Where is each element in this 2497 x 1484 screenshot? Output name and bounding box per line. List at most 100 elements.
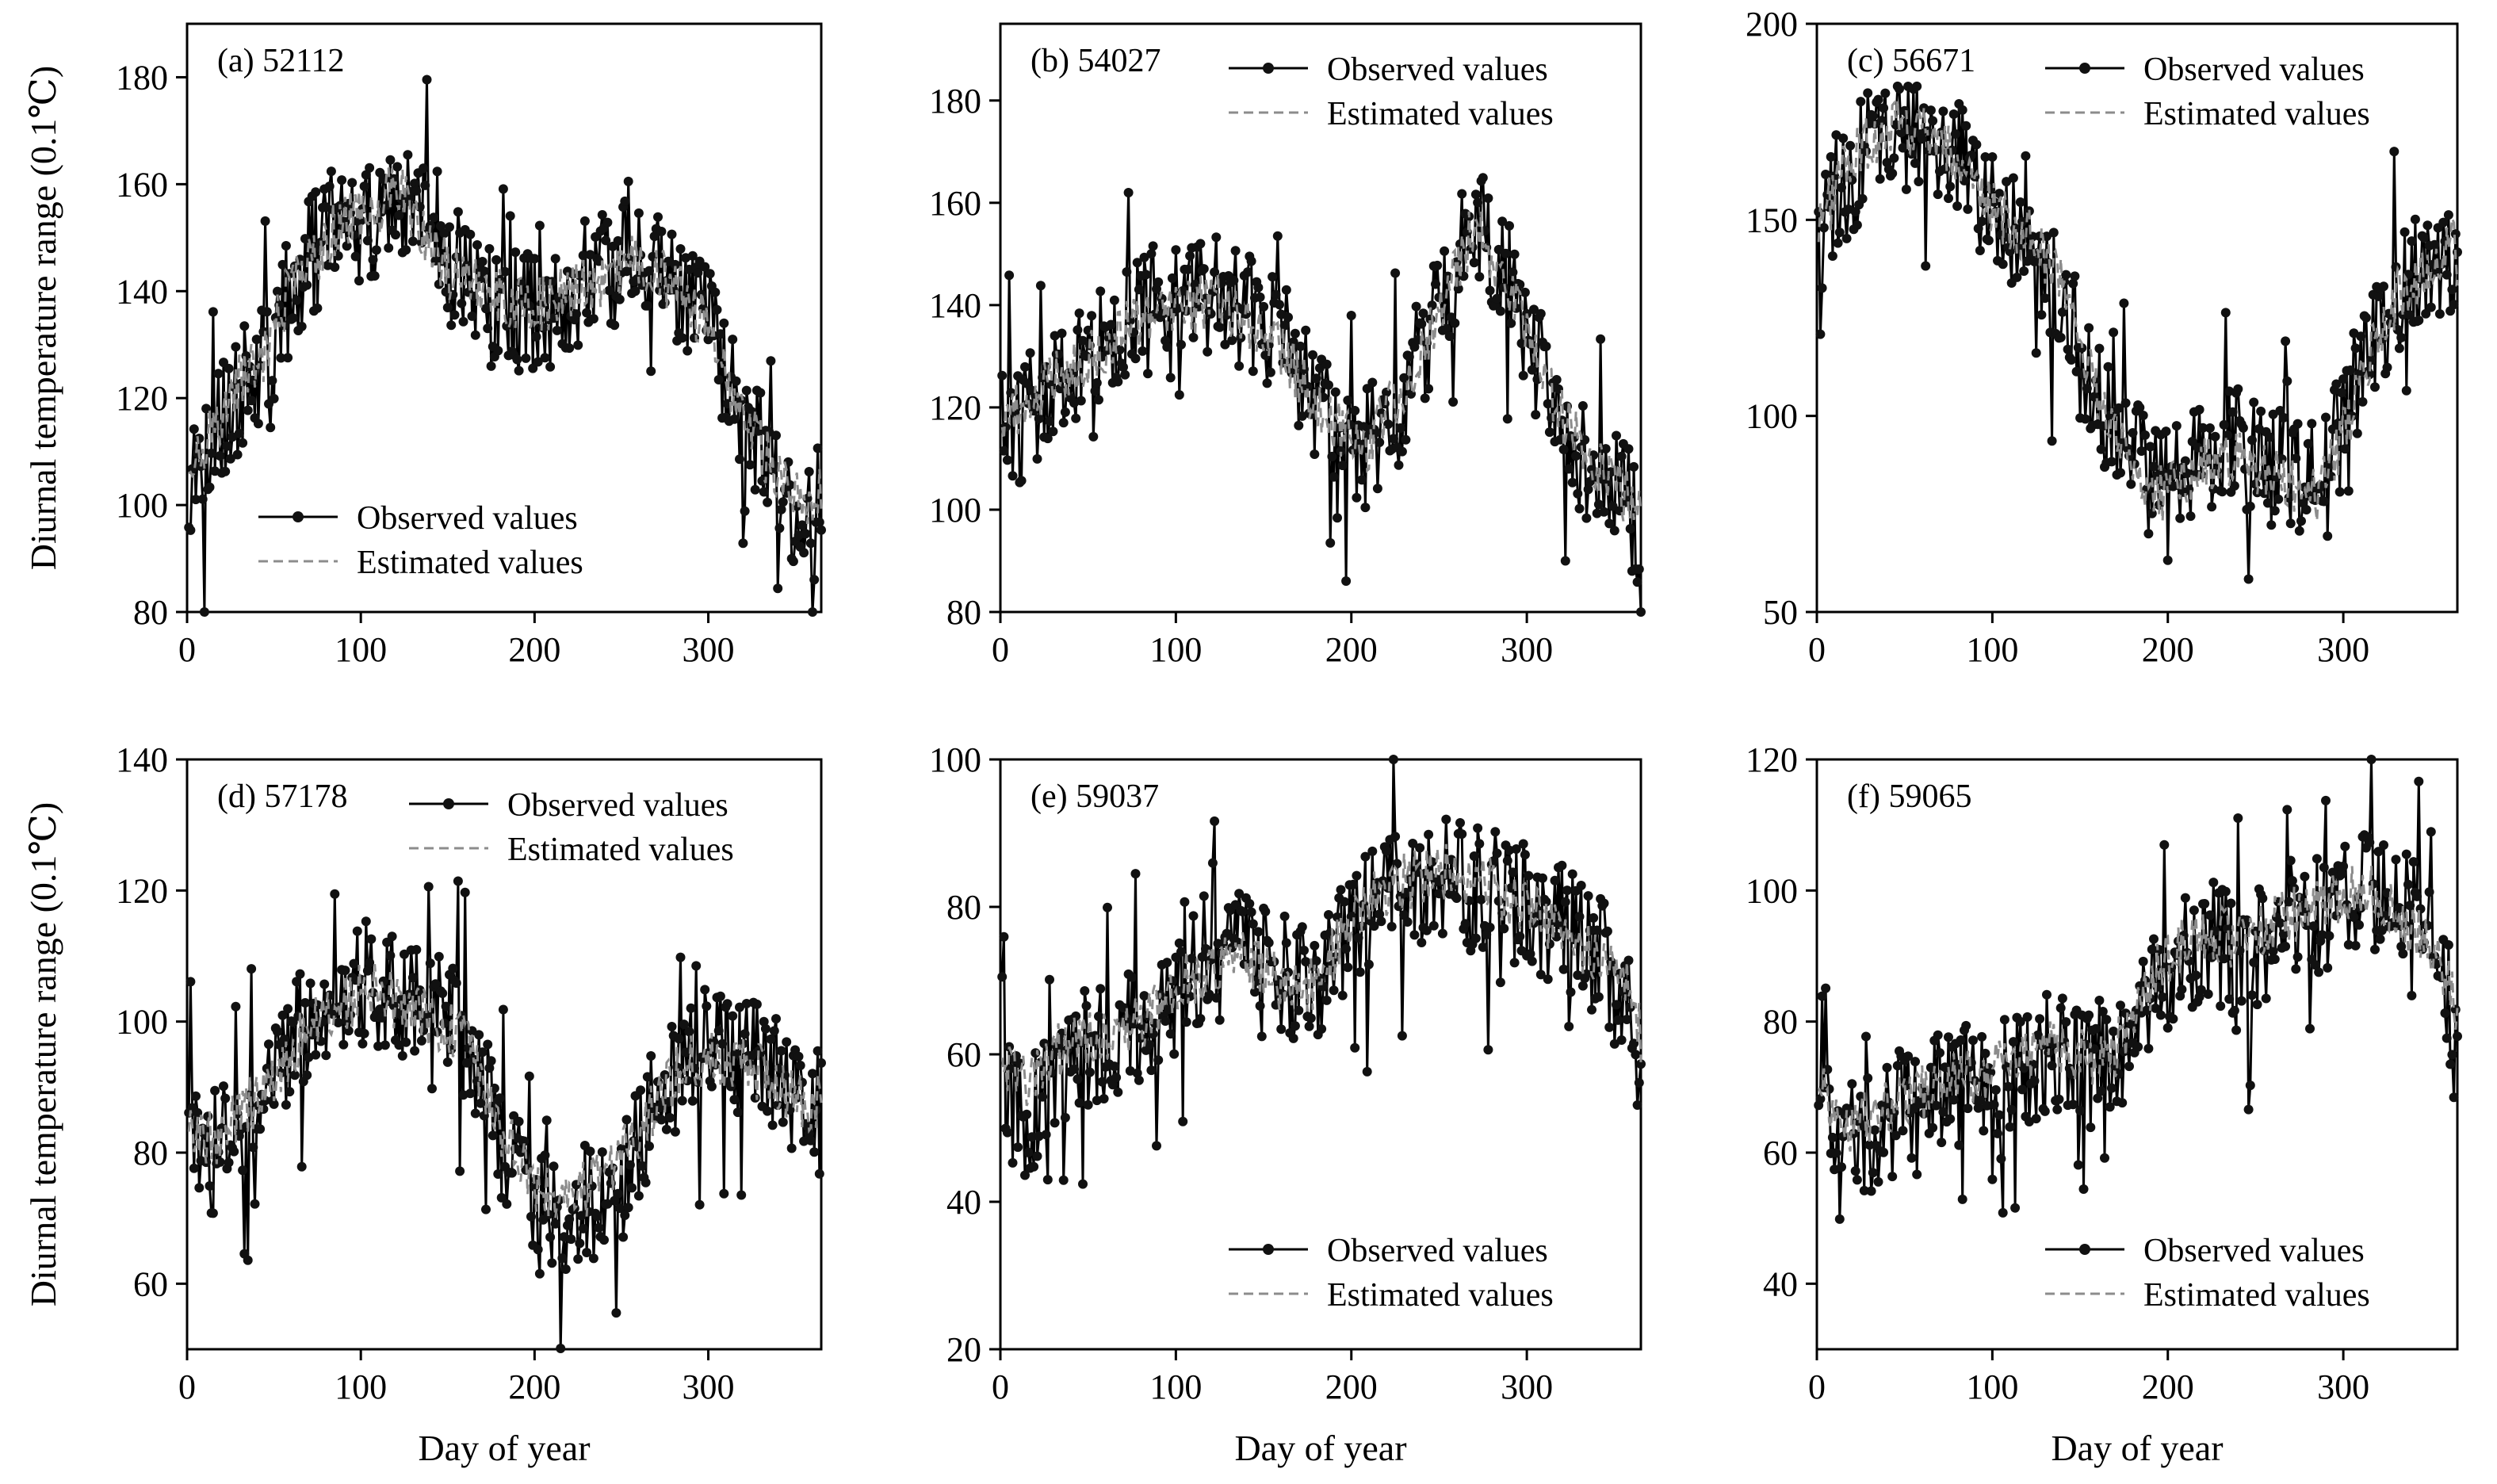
- x-tick-label: 200: [2142, 630, 2194, 669]
- observed-point: [1573, 488, 1583, 499]
- observed-point: [2331, 911, 2342, 920]
- observed-point: [801, 529, 811, 539]
- observed-point: [805, 1135, 816, 1146]
- observed-point: [243, 405, 253, 415]
- observed-point: [2284, 897, 2294, 907]
- observed-point: [534, 1268, 545, 1279]
- observed-point: [1957, 1194, 1967, 1204]
- observed-point: [1538, 873, 1547, 883]
- observed-point: [809, 575, 820, 585]
- observed-point: [1876, 116, 1887, 126]
- observed-point: [2249, 397, 2259, 407]
- observed-point: [445, 222, 454, 232]
- observed-point: [281, 1100, 291, 1110]
- observed-point: [1038, 1092, 1048, 1102]
- observed-point: [1956, 1035, 1966, 1045]
- observed-point: [2303, 438, 2313, 449]
- y-tick-label: 120: [929, 388, 981, 427]
- observed-point: [1870, 1125, 1880, 1135]
- observed-point: [2017, 1084, 2027, 1095]
- observed-point: [2096, 1086, 2106, 1096]
- observed-point: [693, 268, 703, 278]
- observed-point: [2392, 324, 2403, 335]
- observed-point: [1227, 335, 1237, 346]
- observed-point: [808, 1069, 817, 1079]
- observed-point: [2419, 233, 2429, 243]
- observed-point: [621, 1115, 632, 1125]
- observed-point: [422, 75, 432, 85]
- observed-point: [1367, 846, 1378, 856]
- observed-point: [484, 1063, 495, 1073]
- observed-point: [1622, 1015, 1632, 1024]
- observed-point: [448, 963, 458, 973]
- observed-point: [2334, 487, 2345, 497]
- observed-point: [710, 287, 721, 297]
- observed-point: [2422, 920, 2433, 931]
- observed-point: [1271, 289, 1281, 300]
- y-tick-label: 120: [116, 379, 168, 418]
- observed-point: [1937, 1138, 1947, 1148]
- observed-point: [2057, 307, 2067, 317]
- observed-point: [771, 1014, 781, 1024]
- observed-point: [1071, 1011, 1081, 1021]
- observed-point: [1945, 1114, 1956, 1124]
- observed-point: [401, 245, 411, 255]
- observed-point: [2185, 511, 2196, 522]
- observed-point: [453, 876, 463, 886]
- observed-point: [1308, 350, 1317, 360]
- observed-point: [1197, 952, 1207, 962]
- observed-point: [1134, 1075, 1144, 1085]
- observed-point: [582, 308, 592, 318]
- observed-point: [1982, 1100, 1992, 1111]
- observed-point: [2015, 1016, 2025, 1027]
- observed-point: [747, 1050, 757, 1061]
- observed-point: [1394, 460, 1404, 470]
- observed-point: [2292, 952, 2303, 962]
- observed-point: [1625, 524, 1635, 534]
- observed-point: [1145, 1040, 1155, 1050]
- observed-point: [1002, 455, 1012, 465]
- observed-point: [1074, 1098, 1084, 1108]
- observed-point: [1933, 189, 1943, 200]
- observed-point: [2180, 893, 2190, 903]
- observed-point: [2305, 1023, 2315, 1034]
- observed-point: [1993, 1128, 2002, 1138]
- observed-point: [1968, 1035, 1978, 1046]
- observed-point: [1343, 396, 1353, 405]
- observed-point: [2291, 964, 2301, 974]
- observed-point: [1914, 177, 1924, 186]
- observed-point: [295, 969, 305, 979]
- observed-point: [1875, 174, 1885, 184]
- observed-point: [1940, 1062, 1950, 1073]
- observed-point: [2278, 929, 2289, 939]
- observed-point: [675, 244, 686, 254]
- observed-point: [225, 453, 235, 464]
- observed-point: [1821, 170, 1831, 179]
- observed-point: [285, 1087, 295, 1097]
- observed-point: [1511, 844, 1521, 854]
- observed-point: [1593, 992, 1604, 1002]
- observed-point: [1311, 373, 1321, 384]
- observed-point: [2391, 855, 2401, 865]
- observed-point: [582, 1248, 592, 1257]
- observed-point: [1113, 377, 1123, 387]
- observed-point: [620, 196, 630, 206]
- observed-point: [2147, 944, 2157, 954]
- observed-point: [1103, 902, 1112, 912]
- observed-point: [1099, 1094, 1109, 1103]
- observed-point: [199, 607, 209, 617]
- observed-point: [1891, 1130, 1901, 1141]
- observed-point: [1863, 1073, 1873, 1083]
- observed-point: [1310, 449, 1320, 459]
- observed-point: [1948, 1095, 1959, 1105]
- observed-point: [474, 1030, 484, 1040]
- observed-point: [2265, 432, 2275, 442]
- observed-point: [2068, 278, 2078, 289]
- observed-point: [1431, 279, 1440, 289]
- observed-point: [2070, 271, 2080, 281]
- observed-point: [2175, 513, 2185, 523]
- observed-point: [642, 300, 652, 311]
- observed-point: [2002, 177, 2012, 187]
- observed-point: [644, 266, 654, 276]
- observed-point: [604, 285, 614, 296]
